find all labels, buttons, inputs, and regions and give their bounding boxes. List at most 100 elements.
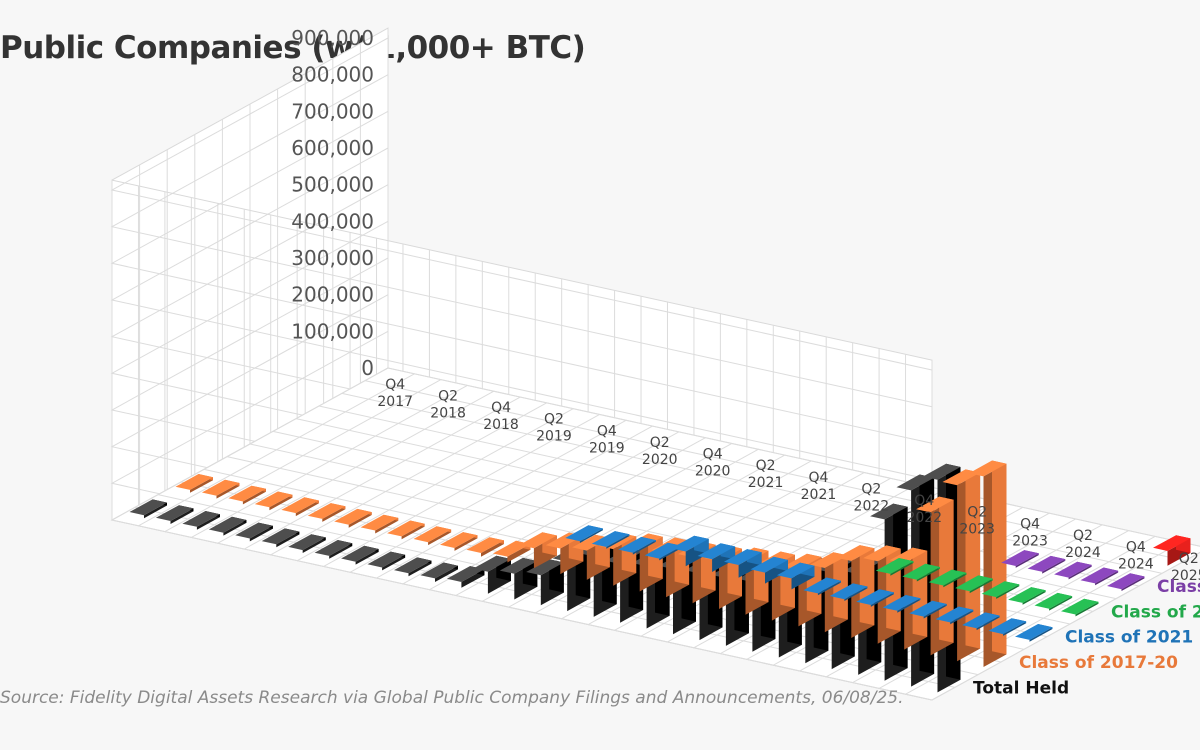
bar — [988, 618, 1027, 636]
x-tick-year: 2024 — [1065, 545, 1101, 561]
bar — [909, 600, 947, 619]
floor-grid-z — [387, 367, 1200, 547]
x-tick-year: 2019 — [589, 440, 625, 456]
bar — [955, 575, 993, 594]
bar — [334, 508, 372, 528]
bar — [1080, 567, 1119, 586]
floor-grid-z — [111, 519, 933, 701]
bar — [1015, 624, 1053, 642]
x-tick-year: 2024 — [1118, 556, 1154, 572]
bar — [394, 557, 432, 577]
x-tick-year: 2017 — [377, 394, 413, 410]
bar — [902, 563, 940, 582]
bar — [1027, 555, 1066, 574]
bar — [803, 577, 841, 596]
bar — [281, 497, 319, 517]
bar — [387, 520, 425, 540]
series-legend-labels: Total Held Class of 2017-20 Class of 2021 C… — [973, 577, 1200, 698]
floor-grid-z — [341, 392, 1163, 574]
bar — [1034, 592, 1073, 611]
bar — [261, 528, 300, 548]
bar — [836, 545, 875, 638]
x-tick-quarter: Q2 — [861, 481, 881, 497]
x-tick-quarter: Q4 — [1020, 516, 1040, 532]
bar — [856, 589, 894, 607]
bar — [208, 516, 247, 536]
bar — [307, 503, 346, 522]
y-tick-label: 700,000 — [291, 99, 374, 123]
bar — [201, 479, 240, 499]
bar — [228, 485, 266, 505]
bar — [182, 511, 220, 530]
y-tick-label: 800,000 — [291, 63, 374, 87]
x-tick-year: 2019 — [536, 429, 572, 445]
bar — [1153, 535, 1191, 566]
chart-title: Public Companies (w/ 1,000+ BTC) — [0, 30, 586, 66]
bar — [360, 514, 399, 534]
y-tick-label: 500,000 — [291, 173, 374, 197]
x-tick-quarter: Q2 — [756, 458, 776, 474]
bar — [962, 612, 1000, 631]
y-tick-label: 600,000 — [291, 136, 374, 160]
bar — [697, 543, 736, 572]
y-tick-label: 300,000 — [291, 246, 374, 270]
bar — [341, 545, 379, 565]
x-tick-year: 2022 — [906, 510, 942, 526]
x-tick-quarter: Q4 — [914, 493, 934, 509]
bar — [367, 551, 406, 571]
x-tick-year: 2022 — [854, 498, 890, 514]
x-tick-year: 2018 — [483, 417, 519, 433]
bar — [935, 606, 974, 625]
y-tick-label: 0 — [361, 356, 374, 380]
bar — [750, 556, 788, 584]
source-note: Source: Fidelity Digital Assets Research… — [0, 688, 904, 708]
x-tick-year: 2021 — [801, 487, 837, 503]
bar — [420, 562, 458, 582]
x-tick-label: Q22025 — [1171, 551, 1200, 584]
x-tick-year: 2018 — [430, 406, 466, 422]
bar — [175, 474, 213, 493]
x-tick-quarter: Q2 — [544, 412, 564, 428]
series-label: Class of 2017-20 — [1019, 653, 1178, 673]
x-tick-year: 2020 — [695, 464, 731, 480]
x-tick-quarter: Q2 — [650, 435, 670, 451]
bar — [155, 505, 194, 524]
bar — [254, 491, 293, 511]
x-tick-quarter: Q2 — [1179, 551, 1199, 567]
bar — [446, 566, 485, 588]
bar — [591, 531, 630, 549]
x-tick-quarter: Q4 — [703, 447, 723, 463]
bar — [1061, 598, 1099, 617]
x-tick-year: 2021 — [748, 475, 784, 491]
x-tick-quarter: Q4 — [385, 377, 405, 393]
x-tick-year: 2020 — [642, 452, 678, 468]
floor-grid-z — [364, 380, 1186, 562]
bar — [882, 595, 921, 613]
bar — [928, 569, 967, 588]
bar — [314, 540, 353, 559]
x-tick-quarter: Q4 — [1126, 539, 1146, 555]
series-label: Class of 2023 — [1111, 602, 1200, 622]
x-tick-year: 2023 — [1012, 533, 1048, 549]
bar — [829, 583, 868, 601]
bar — [1107, 573, 1145, 591]
bar — [1001, 550, 1039, 568]
series-label: Class of 2021 — [1065, 628, 1193, 648]
bar — [565, 525, 603, 543]
bar — [440, 532, 478, 551]
bar — [981, 581, 1020, 599]
bar — [810, 552, 848, 633]
bar — [235, 522, 273, 542]
x-tick-quarter: Q2 — [1073, 528, 1093, 544]
bar — [129, 499, 167, 519]
